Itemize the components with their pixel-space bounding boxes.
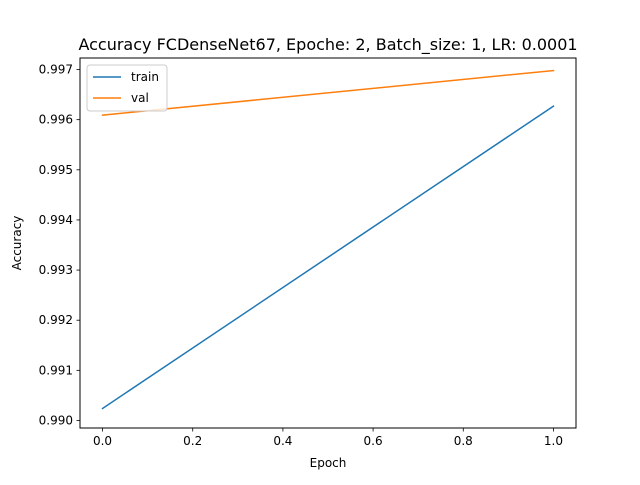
x-axis-label: Epoch bbox=[310, 456, 347, 470]
y-tick-label: 0.995 bbox=[39, 163, 73, 177]
chart-title: Accuracy FCDenseNet67, Epoche: 2, Batch_… bbox=[78, 35, 577, 55]
y-tick-label: 0.997 bbox=[39, 63, 73, 77]
x-tick-label: 1.0 bbox=[544, 434, 563, 448]
y-tick-label: 0.994 bbox=[39, 213, 73, 227]
plot-area-frame bbox=[79, 57, 577, 429]
y-tick-label: 0.990 bbox=[39, 413, 73, 427]
y-axis-ticks: 0.990 0.991 0.992 0.993 0.994 0.995 0.996 0.997 bbox=[39, 63, 80, 427]
x-tick-label: 0.2 bbox=[183, 434, 202, 448]
legend-label-val: val bbox=[131, 91, 149, 105]
x-axis-ticks: 0.0 0.2 0.4 0.6 0.8 1.0 bbox=[93, 428, 563, 448]
y-tick-label: 0.992 bbox=[39, 313, 73, 327]
y-tick-label: 0.993 bbox=[39, 263, 73, 277]
x-tick-label: 0.0 bbox=[93, 434, 112, 448]
x-tick-label: 0.4 bbox=[273, 434, 292, 448]
series-line-train bbox=[101, 105, 555, 410]
x-tick-label: 0.6 bbox=[364, 434, 383, 448]
legend-label-train: train bbox=[131, 70, 159, 84]
x-tick-label: 0.8 bbox=[454, 434, 473, 448]
series-layer bbox=[101, 69, 555, 410]
legend: train val bbox=[86, 64, 168, 112]
series-line-val bbox=[101, 69, 555, 116]
y-axis-label: Accuracy bbox=[10, 216, 24, 271]
y-tick-label: 0.991 bbox=[39, 363, 73, 377]
y-tick-label: 0.996 bbox=[39, 113, 73, 127]
